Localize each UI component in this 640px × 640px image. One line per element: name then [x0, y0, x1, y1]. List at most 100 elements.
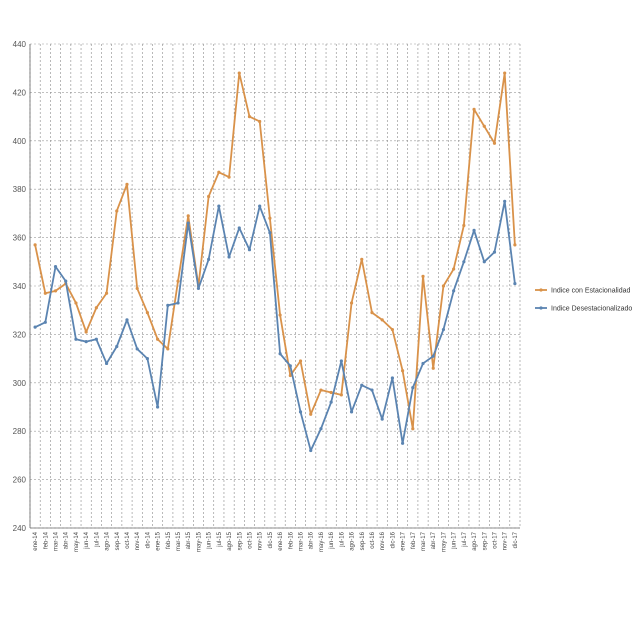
x-tick-label: nov-17	[503, 531, 509, 550]
data-point	[431, 366, 435, 370]
legend-item: Indice con Estacionalidad	[535, 288, 630, 295]
data-point	[176, 301, 180, 305]
data-point	[288, 364, 292, 368]
x-tick-label: sep-15	[237, 531, 243, 550]
data-point	[452, 289, 456, 293]
x-tick-label: ene-17	[401, 531, 407, 550]
data-point	[43, 291, 47, 295]
y-tick-label: 380	[13, 185, 27, 194]
data-point	[115, 209, 119, 213]
x-tick-label: ago-14	[105, 531, 111, 550]
x-tick-label: jul-17	[462, 531, 468, 547]
x-tick-label: jul-15	[217, 531, 223, 547]
data-point	[53, 289, 58, 293]
x-tick-label: may-14	[74, 531, 80, 552]
data-point	[492, 250, 497, 254]
data-point	[227, 255, 231, 259]
data-point	[380, 318, 384, 322]
data-point	[349, 301, 354, 305]
y-tick-label: 360	[13, 234, 27, 243]
data-point	[339, 393, 343, 397]
data-point	[380, 417, 384, 421]
data-point	[104, 361, 109, 366]
y-tick-label: 260	[13, 476, 27, 485]
series-2	[33, 199, 517, 453]
x-tick-label: nov-15	[258, 531, 264, 550]
data-point	[309, 448, 313, 453]
data-point	[268, 231, 272, 235]
legend-label: Indice Desestacionalizado	[551, 306, 632, 313]
data-point	[421, 274, 425, 278]
data-point	[217, 204, 221, 208]
data-point	[288, 373, 292, 378]
data-point	[74, 301, 78, 305]
data-point	[258, 204, 262, 208]
data-point	[247, 115, 252, 119]
data-point	[390, 327, 394, 332]
data-point	[298, 359, 303, 363]
data-point	[431, 354, 435, 358]
data-point	[390, 376, 394, 380]
x-tick-label: feb-14	[43, 531, 49, 549]
x-tick-label: ago-15	[227, 531, 233, 550]
data-point	[84, 330, 88, 334]
data-point	[186, 221, 190, 225]
data-point	[84, 340, 88, 344]
x-tick-label: abr-15	[186, 531, 192, 549]
data-point	[166, 303, 170, 307]
data-point	[196, 286, 201, 291]
series-line	[34, 72, 516, 430]
x-tick-label: abr-16	[309, 531, 315, 549]
data-point	[135, 347, 139, 351]
x-tick-label: oct-14	[125, 531, 131, 548]
data-point	[237, 226, 241, 230]
data-point	[145, 357, 149, 361]
data-point	[401, 369, 405, 373]
data-point	[513, 243, 517, 247]
y-tick-label: 420	[13, 88, 27, 97]
series-layer	[33, 71, 517, 453]
data-point	[482, 260, 486, 264]
x-tick-label: ago-16	[350, 531, 356, 550]
x-tick-label: may-17	[441, 531, 447, 552]
data-point	[411, 386, 415, 390]
data-point	[166, 347, 170, 351]
x-tick-label: jun-16	[329, 531, 335, 549]
data-point	[472, 228, 476, 232]
data-point	[74, 337, 78, 341]
x-tick-label: mar-14	[54, 531, 60, 551]
data-point	[411, 427, 415, 431]
data-point	[360, 383, 364, 387]
axes: 240 260 280 300 320 340 360 380 400 420 440 ene-14 f…	[13, 40, 520, 552]
data-point	[207, 257, 211, 261]
y-tick-label: 340	[13, 282, 27, 291]
data-point	[258, 119, 262, 124]
data-point	[482, 124, 486, 128]
x-tick-label: sep-17	[482, 531, 488, 550]
data-point	[462, 260, 466, 264]
data-point	[401, 441, 405, 445]
data-point	[33, 243, 37, 247]
data-point	[156, 337, 160, 341]
y-tick-label: 400	[13, 137, 27, 146]
data-point	[156, 405, 160, 409]
data-point	[227, 175, 231, 179]
data-point	[278, 313, 282, 317]
data-point	[309, 412, 313, 416]
legend-label: Indice con Estacionalidad	[551, 288, 630, 295]
data-point	[94, 337, 98, 341]
x-tick-label: mar-15	[176, 531, 182, 551]
data-point	[145, 311, 149, 315]
x-tick-label: mar-17	[421, 531, 427, 551]
data-point	[319, 427, 323, 431]
data-point	[94, 306, 98, 310]
x-tick-label: dic-15	[268, 531, 274, 548]
y-tick-label: 440	[13, 40, 27, 49]
x-tick-label: abr-17	[431, 531, 437, 549]
data-point	[186, 214, 190, 218]
x-tick-label: oct-17	[492, 531, 498, 548]
x-tick-label: jun-15	[207, 531, 213, 549]
data-point	[472, 107, 476, 111]
legend-item: Indice Desestacionalizado	[535, 306, 632, 313]
data-point	[104, 291, 109, 295]
